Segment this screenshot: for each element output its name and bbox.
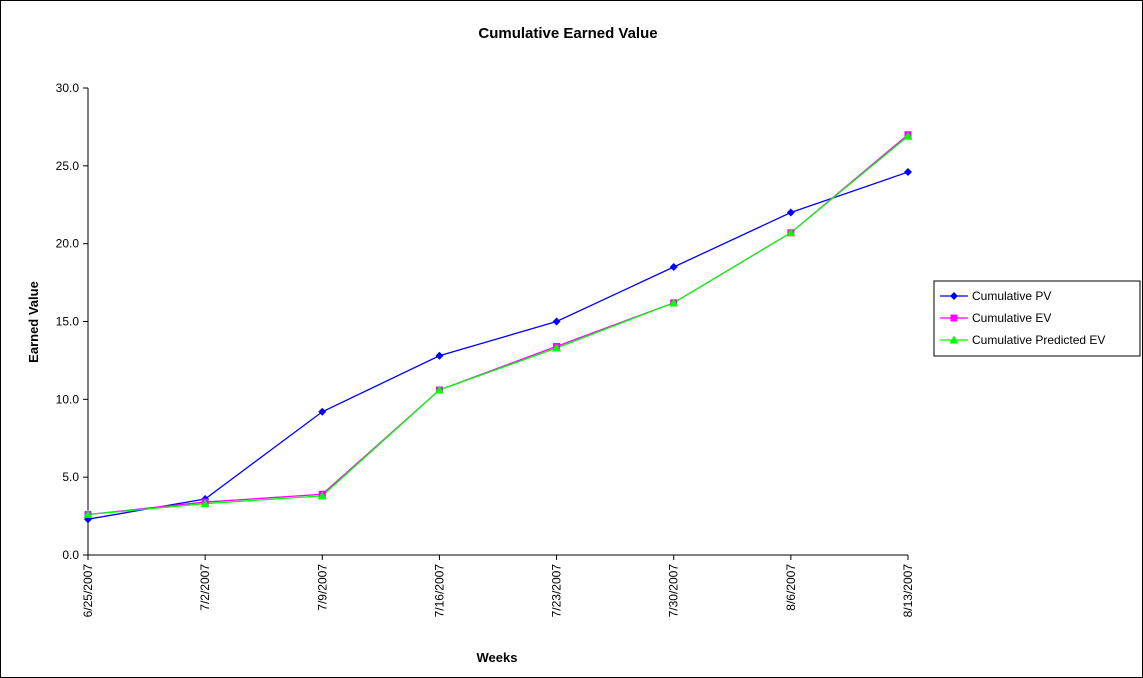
plot-area: 0.0 5.0 10.0 15.0 20.0 25.0 30.0 6/25/2007 7/2/2… (56, 81, 915, 617)
y-tick-label: 15.0 (56, 315, 80, 329)
x-tick-label: 7/30/2007 (667, 564, 681, 618)
legend-marker (950, 314, 958, 322)
data-point-series-1 (552, 317, 561, 326)
chart-title: Cumulative Earned Value (478, 25, 657, 42)
data-point-series-3 (434, 385, 444, 394)
data-point-series-1 (669, 263, 678, 272)
y-tick-label: 30.0 (56, 81, 80, 95)
series-line-3 (87, 135, 909, 516)
legend-label: Cumulative PV (972, 289, 1051, 303)
x-tick-label: 7/9/2007 (315, 564, 329, 611)
series-line-2 (87, 134, 909, 516)
data-point-series-1 (786, 208, 795, 217)
y-tick-label: 5.0 (62, 470, 79, 484)
data-point-series-3 (669, 298, 679, 307)
series-line-1 (87, 171, 909, 520)
x-axis-title: Weeks (477, 650, 518, 665)
data-point-series-1 (435, 351, 444, 360)
y-tick-label: 20.0 (56, 237, 80, 251)
data-point-series-3 (552, 343, 562, 352)
legend-marker (949, 335, 959, 344)
data-point-series-3 (786, 228, 796, 237)
x-tick-label: 7/2/2007 (198, 564, 212, 611)
x-tick-label: 7/23/2007 (550, 564, 564, 618)
data-point-series-1 (318, 407, 327, 416)
legend: Cumulative PV Cumulative EV Cumulative Pre… (933, 280, 1141, 357)
y-tick-label: 25.0 (56, 159, 80, 173)
data-point-series-1 (904, 168, 912, 177)
y-tick-label: 0.0 (62, 548, 79, 562)
data-point-series-3 (200, 499, 210, 508)
legend-box (933, 280, 1141, 357)
legend-label: Cumulative EV (972, 311, 1051, 325)
legend-marker (950, 292, 958, 300)
y-tick-label: 10.0 (56, 392, 80, 406)
data-point-series-3 (317, 491, 327, 500)
y-axis-title: Earned Value (26, 281, 41, 363)
data-point-series-3 (903, 131, 913, 140)
data-point-series-3 (83, 510, 93, 519)
x-tick-label: 6/25/2007 (81, 564, 95, 618)
x-tick-label: 8/6/2007 (784, 564, 798, 611)
legend-label: Cumulative Predicted EV (972, 333, 1105, 347)
x-tick-label: 8/13/2007 (901, 564, 915, 618)
x-tick-label: 7/16/2007 (432, 564, 446, 618)
